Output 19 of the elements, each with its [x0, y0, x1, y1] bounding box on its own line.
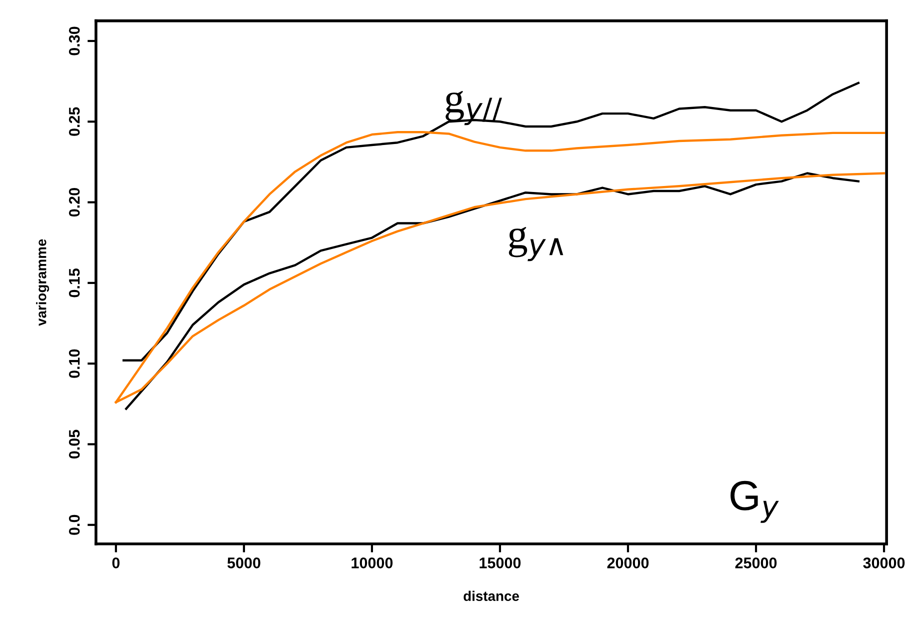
x-tick-label: 20000	[607, 558, 649, 568]
y-axis-title: variogramme	[36, 239, 50, 326]
y-tick-label: 0.0	[68, 514, 80, 535]
y-tick-label: 0.20	[68, 188, 80, 217]
annotation: g$_{y∧}$	[508, 226, 564, 262]
line-series	[122, 82, 860, 362]
x-axis-title: distance	[464, 590, 519, 602]
x-tick-label: 10000	[352, 558, 393, 568]
annotation: G$_{y}$	[730, 480, 779, 523]
x-tick-label: 0	[112, 558, 120, 568]
y-tick-label: 0.30	[68, 26, 80, 56]
x-tick-label: 5000	[227, 558, 260, 568]
y-tick-label: 0.25	[68, 107, 80, 136]
y-tick-label: 0.10	[68, 349, 80, 378]
x-tick-label: 25000	[735, 558, 777, 568]
x-tick-label: 15000	[480, 558, 521, 568]
y-tick-label: 0.05	[68, 430, 80, 458]
x-tick-label: 30000	[863, 558, 905, 568]
y-tick-label: 0.15	[68, 268, 80, 298]
